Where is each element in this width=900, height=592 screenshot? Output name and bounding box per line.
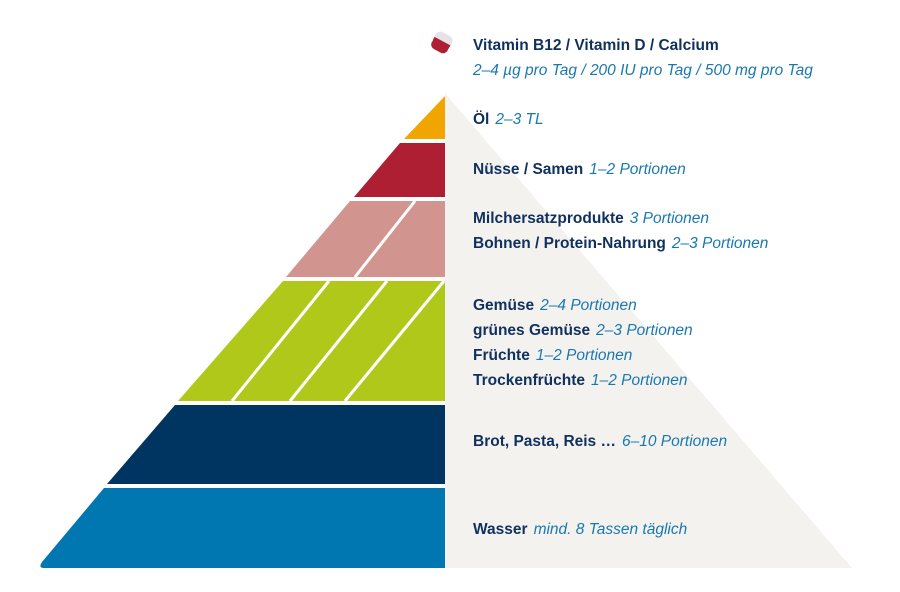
label-produce-2: grünes Gemüse 2–3 Portionen [473,321,693,341]
label-nuts: Nüsse / Samen 1–2 Portionen [473,160,686,180]
item-name: Wasser [473,521,528,538]
item-name: Nüsse / Samen [473,161,584,178]
item-name: grünes Gemüse [473,322,591,339]
level-water [40,488,446,568]
item-amount: 3 Portionen [629,210,710,227]
label-protein-2: Bohnen / Protein-Nahrung 2–3 Portionen [473,234,768,254]
label-protein-1: Milchersatzprodukte 3 Portionen [473,209,709,229]
level-grains [107,405,445,484]
item-amount: 2–3 Portionen [671,235,769,252]
label-oil: Öl 2–3 TL [473,110,544,130]
item-name: Milchersatzprodukte [473,210,624,227]
level-oil [404,96,445,139]
item-amount: 1–2 Portionen [590,372,688,389]
item-amount: 1–2 Portionen [535,347,633,364]
supplement-title: Vitamin B12 / Vitamin D / Calcium [473,37,719,54]
item-amount: 2–3 TL [495,111,544,128]
item-name: Früchte [473,347,530,364]
item-amount: 2–3 Portionen [596,322,693,339]
capsule-icon [431,31,453,54]
item-amount: 6–10 Portionen [622,433,728,450]
item-name: Gemüse [473,297,535,314]
label-produce-1: Gemüse 2–4 Portionen [473,296,637,316]
item-name: Öl [473,111,490,128]
level-protein [286,200,445,278]
label-water: Wasser mind. 8 Tassen täglich [473,520,687,540]
level-produce [178,280,446,402]
pyramid-right-half [445,93,852,568]
item-name: Trockenfrüchte [473,372,585,389]
supplement-amount: 2–4 µg pro Tag / 200 IU pro Tag / 500 mg… [473,62,813,79]
item-amount: mind. 8 Tassen täglich [533,521,688,538]
level-nuts [354,143,445,197]
item-amount: 1–2 Portionen [589,161,686,178]
item-amount: 2–4 Portionen [540,297,637,314]
label-grains: Brot, Pasta, Reis … 6–10 Portionen [473,432,727,452]
item-name: Brot, Pasta, Reis … [473,433,616,450]
label-produce-3: Früchte 1–2 Portionen [473,346,632,366]
label-produce-4: Trockenfrüchte 1–2 Portionen [473,371,688,391]
supplement-label: Vitamin B12 / Vitamin D / Calcium 2–4 µg… [473,36,813,81]
item-name: Bohnen / Protein-Nahrung [473,235,666,252]
